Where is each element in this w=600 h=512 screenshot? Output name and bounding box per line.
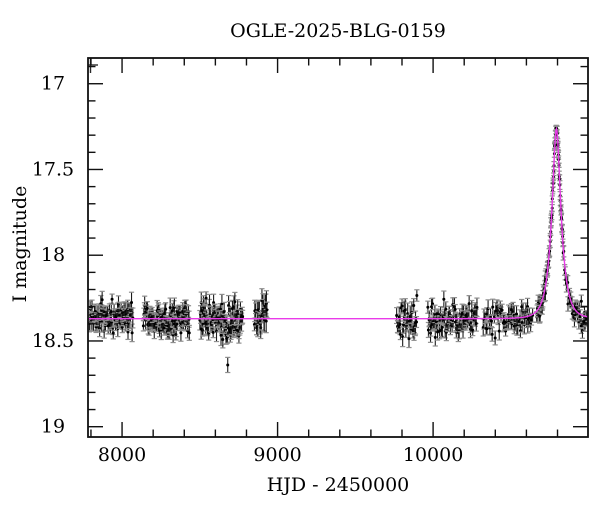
x-tick-label: 8000 <box>98 444 146 466</box>
y-tick-label: 18 <box>41 244 65 266</box>
data-point <box>407 337 411 341</box>
data-point <box>414 320 418 324</box>
data-point <box>222 310 226 314</box>
data-point <box>233 300 237 304</box>
model-curve <box>88 126 588 320</box>
axis-ticks <box>88 58 588 437</box>
data-point <box>467 302 471 306</box>
data-point <box>398 322 402 326</box>
data-point <box>130 331 134 335</box>
data-point <box>471 328 475 332</box>
data-point <box>212 301 216 305</box>
data-point <box>168 306 172 310</box>
data-points <box>88 124 588 374</box>
data-point <box>474 322 478 326</box>
data-point <box>219 333 223 337</box>
y-tick-label: 18.5 <box>32 330 74 352</box>
data-point <box>141 324 145 328</box>
data-point <box>175 322 179 326</box>
data-point <box>491 305 495 309</box>
x-tick-label: 10000 <box>403 444 463 466</box>
data-point <box>440 325 444 329</box>
data-point <box>126 330 130 334</box>
x-axis-title: HJD - 2450000 <box>266 474 410 496</box>
data-point <box>223 318 227 322</box>
data-point <box>509 308 513 312</box>
data-point <box>426 328 430 332</box>
data-point <box>200 309 204 313</box>
data-point <box>579 299 583 303</box>
data-point <box>111 331 115 335</box>
plot-frame <box>87 57 589 438</box>
data-point <box>106 313 110 317</box>
data-point <box>403 308 407 312</box>
data-point <box>164 307 168 311</box>
data-point <box>221 338 225 342</box>
data-point <box>412 304 416 308</box>
y-tick-label: 17 <box>41 73 65 95</box>
data-point <box>162 326 166 330</box>
data-point <box>415 294 419 298</box>
data-point <box>566 302 570 306</box>
data-point <box>179 331 183 335</box>
data-point <box>171 319 175 323</box>
data-point <box>400 304 404 308</box>
x-tick-labels: 8000 9000 10000 <box>98 444 463 466</box>
chart-title: OGLE-2025-BLG-0159 <box>230 20 446 42</box>
data-point <box>120 325 124 329</box>
data-point <box>211 330 215 334</box>
data-point <box>526 305 530 309</box>
data-point <box>264 319 268 323</box>
data-point <box>187 331 191 335</box>
data-point <box>490 332 494 336</box>
data-point <box>430 322 434 326</box>
data-point <box>145 306 149 310</box>
data-point <box>109 310 113 314</box>
data-point <box>485 327 489 331</box>
data-point <box>453 307 457 311</box>
data-point <box>241 315 245 319</box>
y-tick-label: 19 <box>41 416 65 438</box>
data-point <box>406 312 410 316</box>
data-point <box>515 312 519 316</box>
data-point <box>426 305 430 309</box>
data-point <box>489 319 493 323</box>
data-point <box>117 313 121 317</box>
data-point <box>100 298 104 302</box>
data-point <box>433 335 437 339</box>
data-point <box>470 309 474 313</box>
paczynski-model-line <box>88 126 588 320</box>
y-axis-title-text: I magnitude <box>9 185 31 303</box>
data-point <box>497 329 501 333</box>
data-point <box>395 314 399 318</box>
y-tick-label: 17.5 <box>32 158 74 180</box>
data-point <box>520 321 524 325</box>
data-point <box>500 308 504 312</box>
data-point <box>442 297 446 301</box>
data-point <box>130 300 134 304</box>
x-tick-label: 9000 <box>253 444 301 466</box>
data-point <box>401 323 405 327</box>
data-point <box>265 308 269 312</box>
data-point <box>230 307 234 311</box>
data-point <box>226 363 230 367</box>
data-point <box>578 315 582 319</box>
data-point <box>493 336 497 340</box>
data-point <box>520 305 524 309</box>
data-point <box>110 297 114 301</box>
data-point <box>170 309 174 313</box>
data-point <box>475 305 479 309</box>
y-tick-labels: 17 17.5 18 18.5 19 <box>32 73 74 438</box>
data-point <box>444 307 448 311</box>
